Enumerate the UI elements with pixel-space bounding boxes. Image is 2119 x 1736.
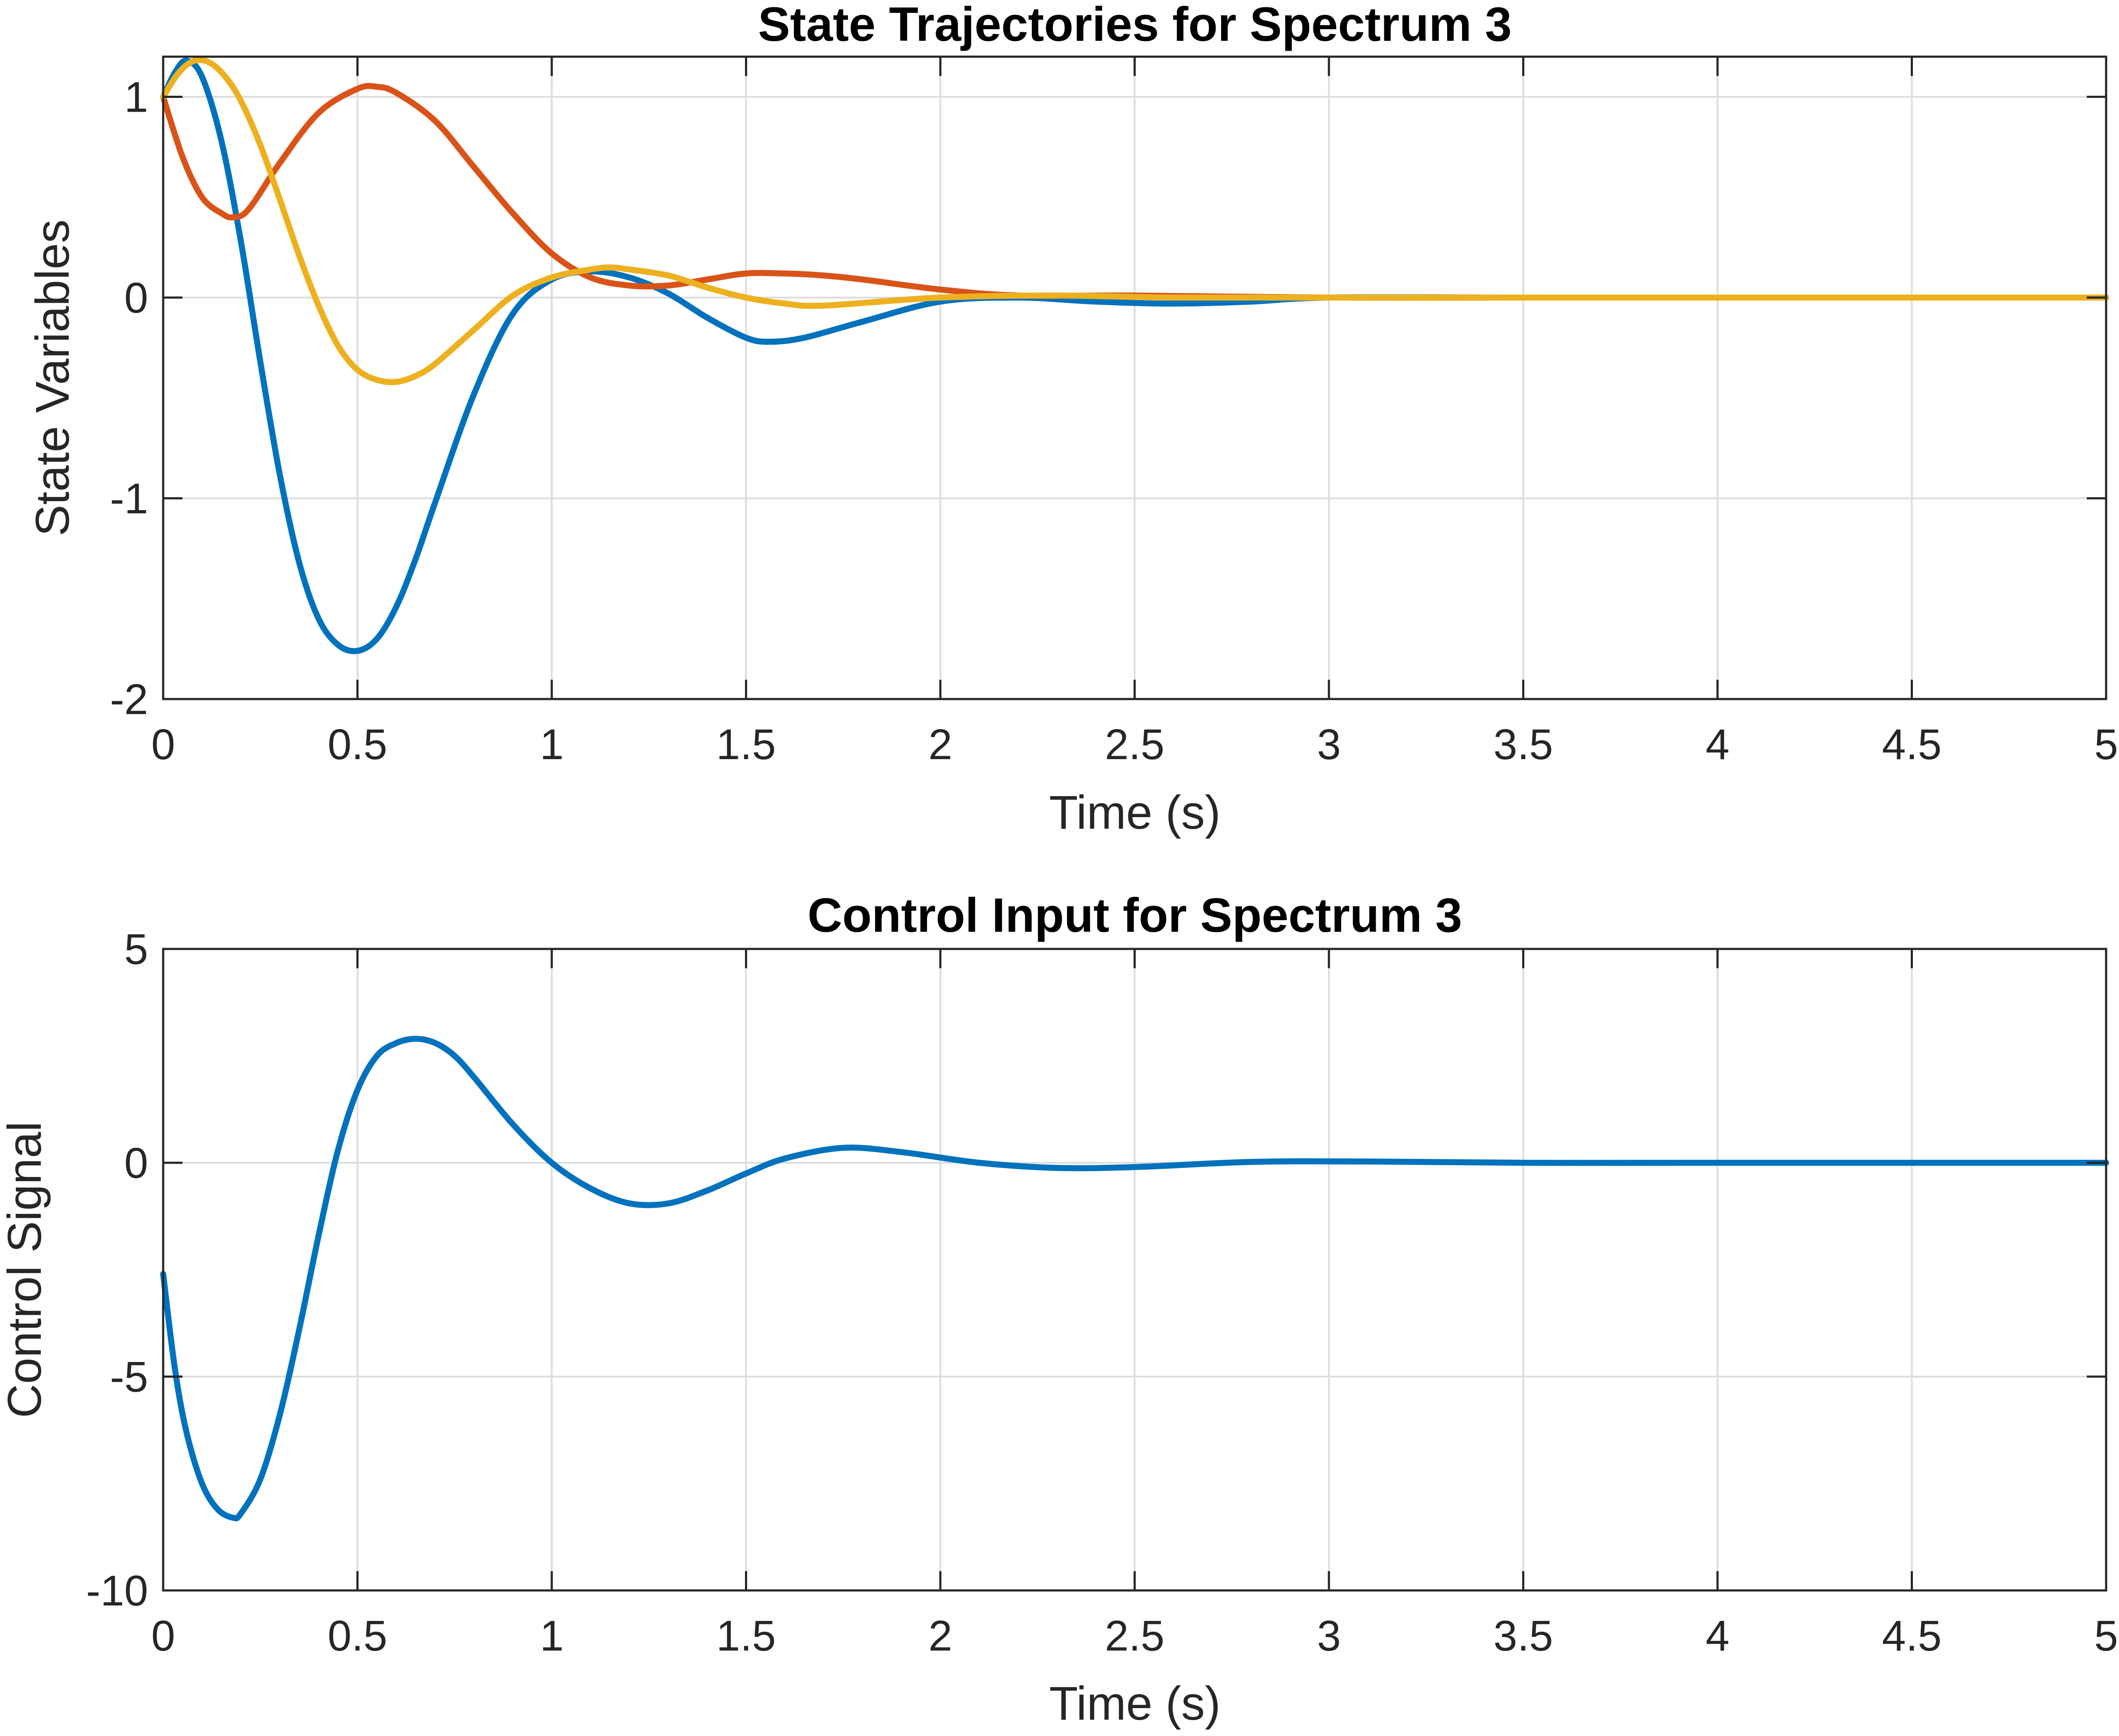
x-tick-label: 1.5 — [716, 721, 776, 769]
x-tick-label: 1 — [540, 1612, 564, 1660]
control-input-chart: Control Input for Spectrum 3 0 0.5 1 1.5 2 2.… — [0, 888, 2118, 1730]
state-trajectories-chart: State Trajectories for Spectrum 3 0 0.5 1 1… — [26, 0, 2118, 839]
x-tick-label: 4.5 — [1882, 721, 1942, 769]
x-tick-label: 0 — [151, 721, 175, 769]
x-tick-label: 1.5 — [716, 1612, 776, 1660]
x-tick-label: 4.5 — [1882, 1612, 1942, 1660]
series-line-1 — [160, 1036, 2109, 1522]
x-tick-label: 3.5 — [1493, 721, 1553, 769]
x-tick-label: 0 — [151, 1612, 175, 1660]
y-tick-label: 1 — [124, 73, 148, 122]
x-axis-label: Time (s) — [1049, 786, 1220, 839]
y-tick-label: 0 — [124, 274, 148, 322]
y-axis-label: State Variables — [26, 219, 79, 536]
x-tick-label: 0.5 — [328, 1612, 387, 1660]
x-tick-label: 2.5 — [1105, 1612, 1164, 1660]
series-line-3 — [160, 57, 2109, 385]
x-tick-label: 3 — [1317, 1612, 1341, 1660]
chart-title: State Trajectories for Spectrum 3 — [758, 0, 1511, 51]
y-tick-label: 5 — [124, 925, 148, 973]
y-tick-label: -10 — [86, 1567, 148, 1615]
x-axis-label: Time (s) — [1049, 1677, 1220, 1730]
x-tick-label: 4 — [1706, 1612, 1730, 1660]
chart-title: Control Input for Spectrum 3 — [808, 888, 1462, 942]
y-tick-label: 0 — [124, 1139, 148, 1187]
y-tick-label: -1 — [110, 475, 148, 523]
x-tick-label: 3.5 — [1493, 1612, 1553, 1660]
x-tick-label: 3 — [1317, 721, 1341, 769]
x-tick-label: 1 — [540, 721, 564, 769]
x-tick-label: 2.5 — [1105, 721, 1164, 769]
y-tick-label: -5 — [110, 1353, 148, 1401]
x-tick-label: 4 — [1706, 721, 1730, 769]
y-tick-label: -2 — [110, 675, 148, 724]
x-tick-label: 5 — [2094, 721, 2118, 769]
x-tick-label: 2 — [928, 1612, 952, 1660]
x-tick-label: 2 — [928, 721, 952, 769]
y-axis-label: Control Signal — [0, 1122, 51, 1418]
x-tick-label: 0.5 — [328, 721, 387, 769]
x-tick-label: 5 — [2094, 1612, 2118, 1660]
